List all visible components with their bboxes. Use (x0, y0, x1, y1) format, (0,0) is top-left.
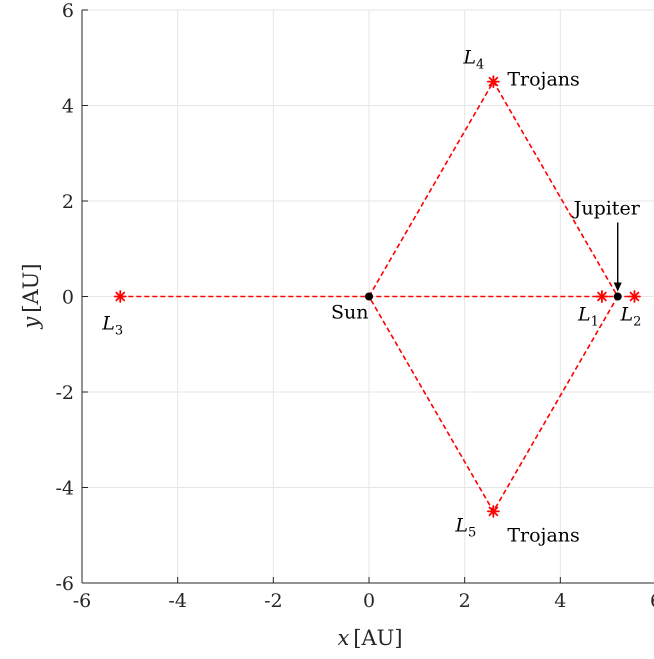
y-tick-label: -4 (55, 478, 74, 500)
x-tick-label: 0 (363, 590, 375, 612)
y-axis-label: y[AU] (19, 263, 43, 329)
x-tick-label: -6 (73, 590, 92, 612)
annotations: L4 L5 L3 L1 L2 Sun Trojans Trojans Jupiter (101, 47, 641, 547)
markers (113, 75, 641, 518)
lagrange-label: L5 (454, 514, 476, 540)
sun-label: Sun (331, 302, 369, 324)
x-tick-label: 2 (459, 590, 471, 612)
lagrange-point-marker (486, 75, 500, 89)
y-tick-label: 6 (62, 0, 74, 22)
lagrange-point-marker (113, 290, 127, 303)
x-tick-label: 6 (650, 590, 654, 612)
body-marker (613, 292, 622, 301)
trojans-label: Trojans (507, 524, 579, 546)
lagrange-label: L1 (577, 304, 599, 330)
ticks: -6 -4 -2 0 2 4 6 -6 -4 -2 0 2 4 6 (55, 0, 654, 612)
x-tick-label: -4 (168, 590, 187, 612)
x-tick-label: -2 (264, 590, 283, 612)
y-tick-label: 0 (62, 287, 74, 309)
x-axis-label: x [AU] (337, 626, 402, 650)
lagrange-point-marker (628, 290, 641, 303)
y-tick-label: 2 (62, 191, 74, 213)
lagrange-point-marker (486, 504, 500, 518)
lagrange-label: L2 (619, 304, 641, 330)
y-tick-label: 4 (62, 96, 74, 118)
body-marker (365, 292, 373, 301)
trojans-label: Trojans (507, 69, 579, 91)
lagrange-point-marker (595, 290, 609, 303)
lagrange-label: L4 (462, 47, 484, 73)
jupiter-arrow-head (613, 282, 622, 292)
y-tick-label: -6 (55, 573, 74, 595)
y-tick-label: -2 (55, 382, 74, 404)
jupiter-label: Jupiter (572, 198, 641, 220)
x-tick-label: 4 (554, 590, 566, 612)
lagrange-label: L3 (101, 313, 123, 339)
